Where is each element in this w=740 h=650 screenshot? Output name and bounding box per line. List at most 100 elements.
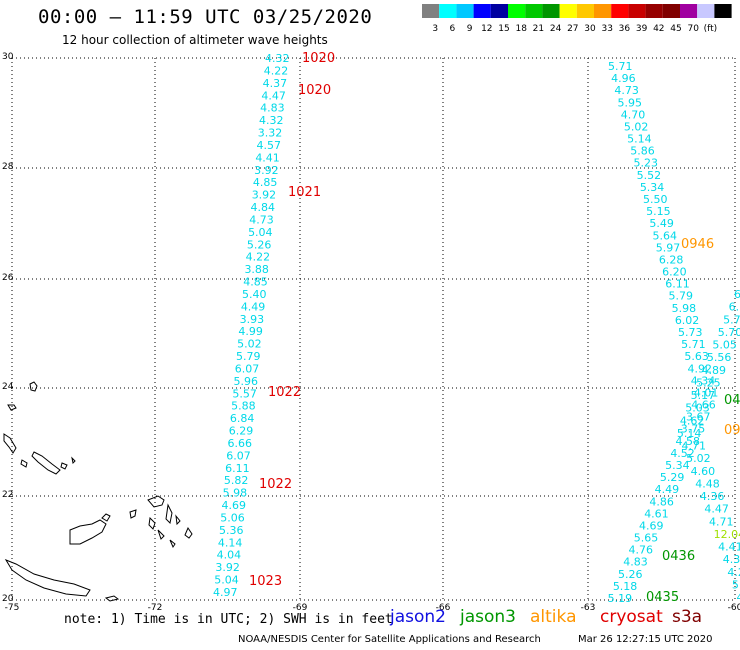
legend-label: (ft) [704, 24, 718, 34]
legend-label: 6 [450, 24, 456, 34]
lat-tick-label: 22 [2, 490, 13, 500]
swh-value: 6.07 [235, 362, 260, 375]
swh-value: 4.32 [723, 553, 740, 566]
swh-value: 4.52 [670, 447, 695, 460]
credit-line: NOAA/NESDIS Center for Satellite Applica… [238, 634, 541, 645]
pass-time: 1022 [259, 477, 292, 492]
swh-value: 5.05 [712, 339, 737, 352]
swh-value: 3.92 [252, 189, 277, 202]
swh-value: 4.71 [709, 515, 734, 528]
swh-value: 4.01 [694, 386, 719, 399]
swh-value: 6.20 [662, 266, 687, 279]
swh-value: 3.92 [215, 561, 240, 574]
legend-swatch [559, 4, 577, 18]
legend-swatch [680, 4, 698, 18]
swh-value: 5.03 [685, 402, 710, 415]
swh-value: 5.34 [640, 181, 665, 194]
swh-value: 5.71 [608, 60, 633, 73]
swh-value: 4.83 [623, 556, 648, 569]
swh-value: 4.85 [243, 276, 267, 289]
sat-jason2: jason2 [390, 607, 446, 627]
swh-value: 4.84 [250, 201, 275, 214]
swh-value: 3.92 [254, 164, 279, 177]
swh-value: 6.11 [665, 278, 690, 291]
lon-tick-label: -60 [728, 603, 740, 613]
swh-value: 5.02 [237, 338, 261, 351]
legend-swatch [594, 4, 612, 18]
legend-label: 9 [467, 24, 473, 34]
legend-swatch [490, 4, 508, 18]
lon-tick-label: -72 [148, 603, 163, 613]
pass-time: 0946 [681, 237, 714, 252]
swh-value: 3.75 [681, 423, 706, 436]
legend-label: 24 [550, 24, 562, 34]
swh-value: 5.57 [232, 387, 256, 400]
swh-value: 5.23 [633, 157, 658, 170]
timestamp: Mar 26 12:27:15 UTC 2020 [578, 634, 713, 645]
swh-value: 5.96 [234, 375, 259, 388]
legend-swatch [662, 4, 680, 18]
pass-time: 1021 [288, 185, 321, 200]
swh-value: 4.97 [213, 586, 238, 599]
legend-swatch [576, 4, 594, 18]
swh-value: 4.70 [621, 108, 646, 121]
swh-value: 6.02 [675, 314, 700, 327]
lat-tick-label: 28 [2, 162, 14, 172]
swh-value: 5.15 [646, 205, 671, 218]
pass-time: 0436 [662, 549, 695, 564]
swh-value: 3.67 [686, 411, 711, 424]
swh-value: 4.69 [639, 519, 664, 532]
legend-label: 3 [432, 24, 438, 34]
swh-value: 5.73 [678, 326, 703, 339]
lon-tick-label: -63 [581, 603, 596, 613]
pass-time: 09 [724, 423, 740, 438]
swh-value: 5.86 [630, 145, 655, 158]
swh-value: 4.60 [691, 465, 716, 478]
west-track: 4.324.224.374.474.834.323.324.574.413.92… [213, 51, 335, 599]
sat-altika: altika [530, 607, 577, 627]
swh-value: 4.41 [718, 541, 740, 554]
swh-value: 5.34 [665, 459, 690, 472]
swh-value: 4.34 [691, 374, 716, 387]
swh-value: 4.37 [263, 77, 288, 90]
swh-value: 5.04 [214, 574, 239, 587]
swh-value: 6. [734, 288, 740, 301]
legend-swatch [508, 4, 526, 18]
legend-label: 30 [584, 24, 596, 34]
swh-value: 5.65 [634, 532, 659, 545]
swh-value: 5.98 [672, 302, 697, 315]
swh-value: 5.40 [242, 288, 267, 301]
legend-label: 70 [687, 24, 699, 34]
legend-label: 39 [636, 24, 648, 34]
legend-swatch [628, 4, 646, 18]
legend-label: 27 [567, 24, 578, 34]
swh-value: 3.93 [240, 313, 265, 326]
swh-value: 5.63 [684, 350, 709, 363]
swh-value: 6. [729, 301, 740, 314]
swh-value: 5.88 [231, 400, 256, 413]
legend-swatch [611, 4, 629, 18]
legend-swatch [542, 4, 560, 18]
swh-value: 5.70 [718, 326, 740, 339]
far-east-track: 6.6.5.75.705.055.564.895.255.175.034.625… [677, 288, 740, 604]
swh-value: 4.62 [680, 414, 705, 427]
pass-time: 1022 [268, 385, 301, 400]
swh-value: 4.96 [611, 72, 636, 85]
legend-swatch [456, 4, 474, 18]
swh-value: 4.29 [727, 566, 740, 579]
legend-swatch [714, 4, 732, 18]
swh-value: 6.66 [228, 437, 253, 450]
lon-tick-label: -75 [5, 603, 20, 613]
swh-value: 5.26 [618, 568, 643, 581]
swh-value: 5.18 [613, 580, 638, 593]
legend-swatch [645, 4, 663, 18]
swh-value: 4.57 [257, 139, 282, 152]
swh-value: 4.83 [260, 102, 285, 115]
swh-value: 4.04 [217, 549, 242, 562]
pass-time: 1020 [302, 51, 335, 66]
swh-value: 4.47 [704, 503, 729, 516]
swh-value: 6.11 [225, 462, 250, 475]
swh-value: 4.73 [249, 213, 273, 226]
legend-label: 33 [601, 24, 612, 34]
